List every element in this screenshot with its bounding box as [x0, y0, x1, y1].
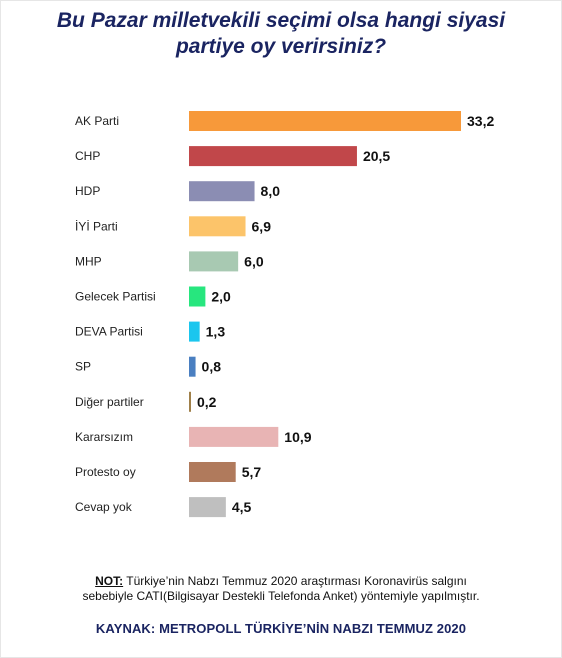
category-label: Protesto oy [75, 465, 136, 479]
value-label: 5,7 [242, 464, 262, 480]
category-label: Gelecek Partisi [75, 290, 156, 304]
category-label: İYİ Parti [75, 219, 118, 233]
bar-4 [189, 216, 246, 237]
bar-9 [189, 391, 191, 412]
note-line-2: sebebiyle CATI(Bilgisayar Destekli Telef… [82, 589, 480, 603]
value-label: 10,9 [284, 429, 311, 445]
category-label: CHP [75, 149, 100, 163]
bar-2 [189, 146, 357, 167]
value-label: 2,0 [211, 289, 231, 305]
category-label: MHP [75, 254, 102, 268]
category-label: Diğer partiler [75, 395, 144, 409]
value-label: 8,0 [261, 183, 281, 199]
bar-12 [189, 497, 226, 518]
value-label: 6,0 [244, 253, 264, 269]
value-label: 0,2 [197, 394, 217, 410]
bar-6 [189, 286, 206, 307]
bar-1 [189, 111, 461, 131]
category-label: Kararsızım [75, 430, 133, 444]
bar-11 [189, 462, 236, 482]
bar-3 [189, 181, 255, 202]
chart-title-line-1: Bu Pazar milletvekili seçimi olsa hangi … [56, 9, 506, 32]
bar-10 [189, 426, 279, 447]
value-label: 4,5 [232, 499, 252, 515]
bar-7 [189, 321, 200, 342]
bar-8 [189, 356, 196, 377]
note: NOT: Türkiye’nin Nabzı Temmuz 2020 araşt… [0, 574, 562, 604]
value-label: 6,9 [252, 218, 272, 234]
note-line-1: Türkiye’nin Nabzı Temmuz 2020 araştırmas… [123, 574, 467, 588]
value-label: 33,2 [467, 113, 494, 129]
bar-chart: AK Parti 33,2 CHP 20,5 HDP 8,0 İYİ Parti 6,9 MHP… [75, 111, 494, 518]
value-label: 1,3 [206, 324, 226, 340]
category-label: Cevap yok [75, 500, 133, 514]
source-label: KAYNAK: METROPOLL TÜRKİYE’NİN NABZI TEMM… [95, 621, 467, 636]
note-key: NOT: [95, 574, 124, 588]
bar-5 [189, 251, 239, 272]
category-label: HDP [75, 184, 100, 198]
value-label: 0,8 [202, 359, 222, 375]
category-label: DEVA Partisi [75, 325, 143, 339]
value-label: 20,5 [363, 148, 390, 164]
chart-title-line-2: partiye oy verirsiniz? [175, 35, 387, 58]
chart-title: Bu Pazar milletvekili seçimi olsa hangi … [0, 8, 562, 60]
category-label: AK Parti [75, 114, 119, 128]
category-label: SP [75, 360, 91, 374]
